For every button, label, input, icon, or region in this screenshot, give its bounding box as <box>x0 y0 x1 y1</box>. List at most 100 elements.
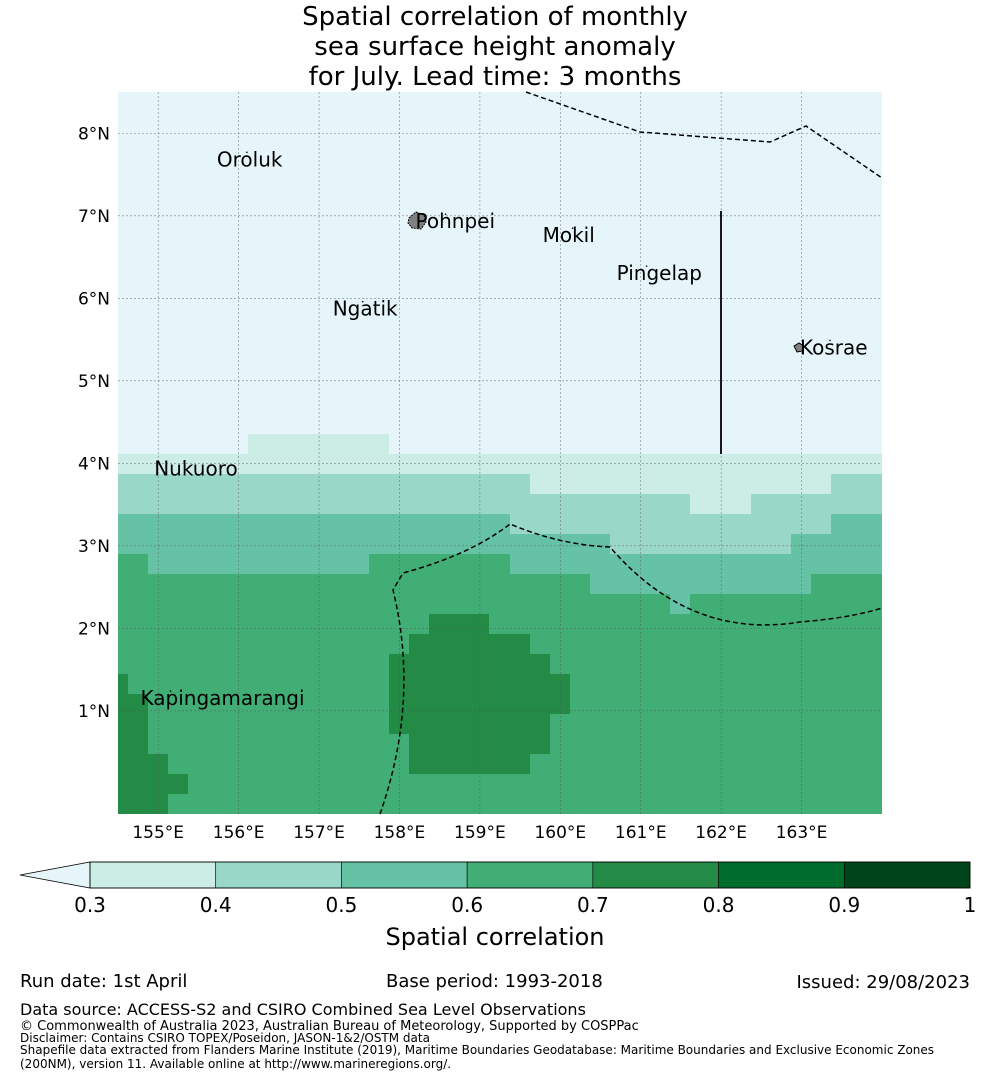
lat-tick-label: 3°N <box>78 537 110 557</box>
lat-tick-label: 6°N <box>78 289 110 309</box>
copyright: © Commonwealth of Australia 2023, Austra… <box>20 1019 639 1034</box>
colorbar-tick-label: 1 <box>964 893 977 917</box>
colorbar-tick-label: 0.9 <box>828 893 860 917</box>
lon-tick-label: 163°E <box>776 823 828 843</box>
place-label: Pohnpei <box>416 209 496 233</box>
eez-boundaries <box>379 91 883 815</box>
place-label: Pingelap <box>617 261 702 285</box>
longitude-tick-labels: 155°E 156°E 157°E 158°E 159°E 160°E 161°E 162°E… <box>132 823 827 843</box>
correlation-cell <box>118 754 168 774</box>
lat-tick-label: 1°N <box>78 702 110 722</box>
disclaimer: Disclaimer: Contains CSIRO TOPEX/Poseido… <box>20 1031 430 1045</box>
colorbar-tick-label: 0.4 <box>200 893 232 917</box>
title-line-2: sea surface height anomaly <box>314 32 676 62</box>
correlation-cell <box>530 474 831 494</box>
colorbar-box <box>215 861 342 889</box>
base-period: Base period: 1993-2018 <box>386 971 603 992</box>
correlation-cell <box>118 694 148 754</box>
lon-tick-label: 158°E <box>374 823 426 843</box>
correlation-cell <box>118 674 128 694</box>
correlation-cell <box>409 634 530 654</box>
issued-date: Issued: 29/08/2023 <box>796 972 970 993</box>
correlation-cell <box>118 594 882 614</box>
correlation-cell <box>118 454 882 474</box>
graticule <box>118 92 882 814</box>
colorbar-label: Spatial correlation <box>385 923 604 951</box>
colorbar-tick-label: 0.8 <box>703 893 735 917</box>
eez-boundary-south <box>379 523 883 815</box>
correlation-cell <box>429 614 489 634</box>
correlation-cell <box>248 434 389 454</box>
correlation-cell <box>369 554 510 574</box>
place-label: Nukuoro <box>154 457 238 481</box>
correlation-cell <box>118 794 168 814</box>
place-label: Ngatik <box>333 297 398 321</box>
colorbar-box <box>466 861 594 889</box>
colorbar-box <box>843 861 971 889</box>
place-marker <box>645 265 648 267</box>
lat-tick-label: 8°N <box>78 124 110 144</box>
colorbar-tick-label: 0.6 <box>451 893 483 917</box>
lat-tick-label: 2°N <box>78 619 110 639</box>
place-marker <box>829 339 831 342</box>
correlation-cell <box>510 514 831 534</box>
colorbar-box <box>89 861 217 889</box>
colorbar-under-arrow <box>19 861 91 889</box>
place-marker <box>246 151 248 154</box>
islands <box>407 211 805 353</box>
map-panel: Oroluk Pohnpei Mokil Pingelap Ngatik Kosrae Nu… <box>78 91 883 843</box>
place-label: Kosrae <box>800 335 868 359</box>
correlation-cell <box>389 654 550 674</box>
correlation-cell <box>369 574 590 594</box>
correlation-cell <box>670 594 690 614</box>
lat-tick-label: 4°N <box>78 454 110 474</box>
correlation-cell <box>590 574 811 594</box>
title-line-3: for July. Lead time: 3 months <box>308 62 682 92</box>
place-marker <box>183 460 185 463</box>
correlation-cell <box>389 674 570 714</box>
place-label: Mokil <box>543 223 595 247</box>
colorbar-tick-label: 0.5 <box>326 893 358 917</box>
correlation-cell <box>690 494 751 514</box>
correlation-cell <box>118 774 188 794</box>
colorbar: 0.3 0.4 0.5 0.6 0.7 0.8 0.9 1 Spatial correlati… <box>19 861 976 951</box>
data-source: Data source: ACCESS-S2 and CSIRO Combine… <box>20 1000 586 1019</box>
lon-tick-label: 162°E <box>695 823 747 843</box>
place-marker <box>571 227 574 229</box>
eez-boundary-north <box>525 91 883 179</box>
colorbar-box <box>718 861 845 889</box>
correlation-cell <box>389 714 550 734</box>
run-date: Run date: 1st April <box>20 971 188 992</box>
shapefile-credit-2: (200NM), version 11. Available online at… <box>20 1057 452 1071</box>
colorbar-tick-labels: 0.3 0.4 0.5 0.6 0.7 0.8 0.9 1 <box>74 893 976 917</box>
place-marker <box>361 300 364 303</box>
latitude-tick-labels: 1°N 2°N 3°N 4°N 5°N 6°N 7°N 8°N <box>78 124 110 722</box>
place-label: Oroluk <box>217 147 283 171</box>
colorbar-box <box>341 861 468 889</box>
kosrae-island <box>793 342 805 353</box>
pohnpei-island <box>407 211 427 230</box>
map-title: Spatial correlation of monthly sea surfa… <box>0 2 990 92</box>
colorbar-tick-label: 0.7 <box>577 893 609 917</box>
place-marker <box>444 213 447 215</box>
place-marker <box>169 690 172 692</box>
lon-tick-label: 159°E <box>454 823 506 843</box>
correlation-cell <box>118 494 882 514</box>
place-label: Kapingamarangi <box>141 686 305 710</box>
correlation-cell <box>409 734 550 754</box>
shapefile-credit-1: Shapefile data extracted from Flanders M… <box>20 1043 935 1057</box>
lon-tick-label: 156°E <box>213 823 265 843</box>
lon-tick-label: 157°E <box>293 823 345 843</box>
correlation-cell <box>409 754 530 774</box>
lon-tick-label: 161°E <box>615 823 667 843</box>
correlation-cell <box>610 534 791 554</box>
correlation-cell <box>118 554 148 574</box>
lon-tick-label: 155°E <box>132 823 184 843</box>
correlation-cells <box>118 434 882 814</box>
title-line-1: Spatial correlation of monthly <box>302 2 688 32</box>
place-labels: Oroluk Pohnpei Mokil Pingelap Ngatik Kosrae Nu… <box>141 147 868 710</box>
colorbar-box <box>592 861 719 889</box>
colorbar-tick-label: 0.3 <box>74 893 106 917</box>
colorbar-outline <box>89 861 971 889</box>
